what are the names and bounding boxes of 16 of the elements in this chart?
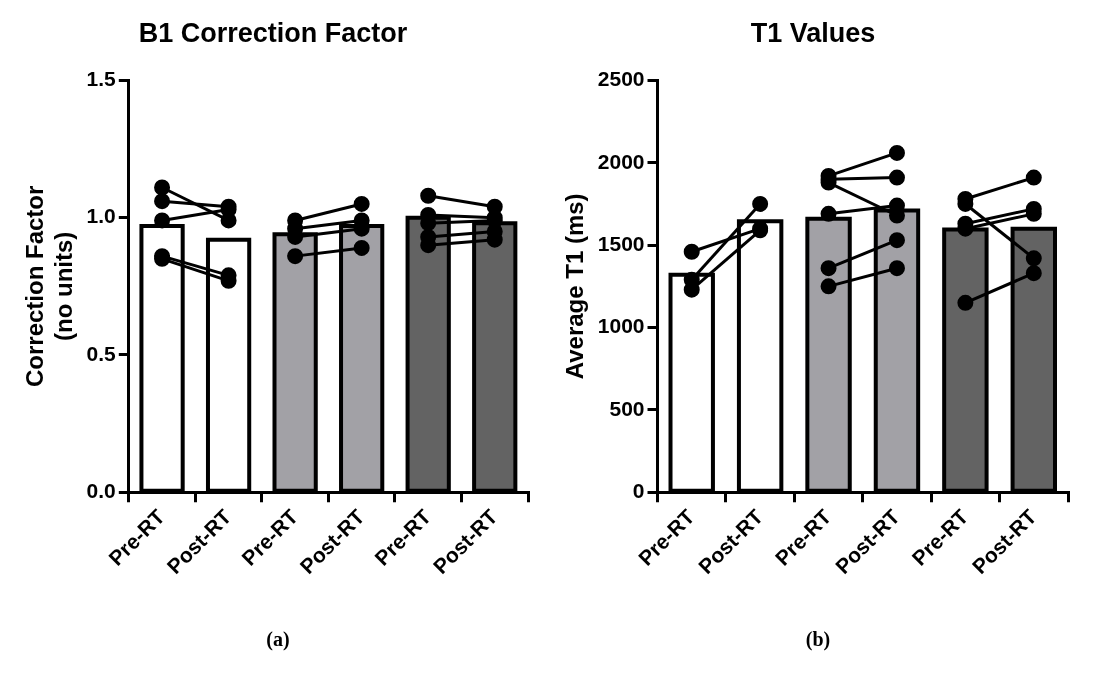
y-tick-label: 0.0 xyxy=(86,479,116,503)
text: (a) xyxy=(265,628,291,651)
y-tick-label: 1500 xyxy=(597,231,645,255)
chart-title: T1 Values xyxy=(750,17,876,48)
y-tick-label: 1.0 xyxy=(86,204,116,228)
y-axis-title: Correction Factor (no units) xyxy=(21,185,77,388)
y-tick-label: 0.5 xyxy=(86,341,117,365)
y-tick-label: 0 xyxy=(632,479,645,503)
y-tick-label: 2000 xyxy=(597,149,645,173)
y-tick-label: 500 xyxy=(609,396,645,420)
text: (b) xyxy=(804,628,832,651)
y-tick-label: 1000 xyxy=(597,314,645,338)
y-axis-title: Average T1 (ms) xyxy=(561,193,589,380)
y-tick-label: 2500 xyxy=(597,67,645,91)
chart-title: B1 Correction Factor xyxy=(138,17,408,48)
y-tick-label: 1.5 xyxy=(86,67,117,91)
